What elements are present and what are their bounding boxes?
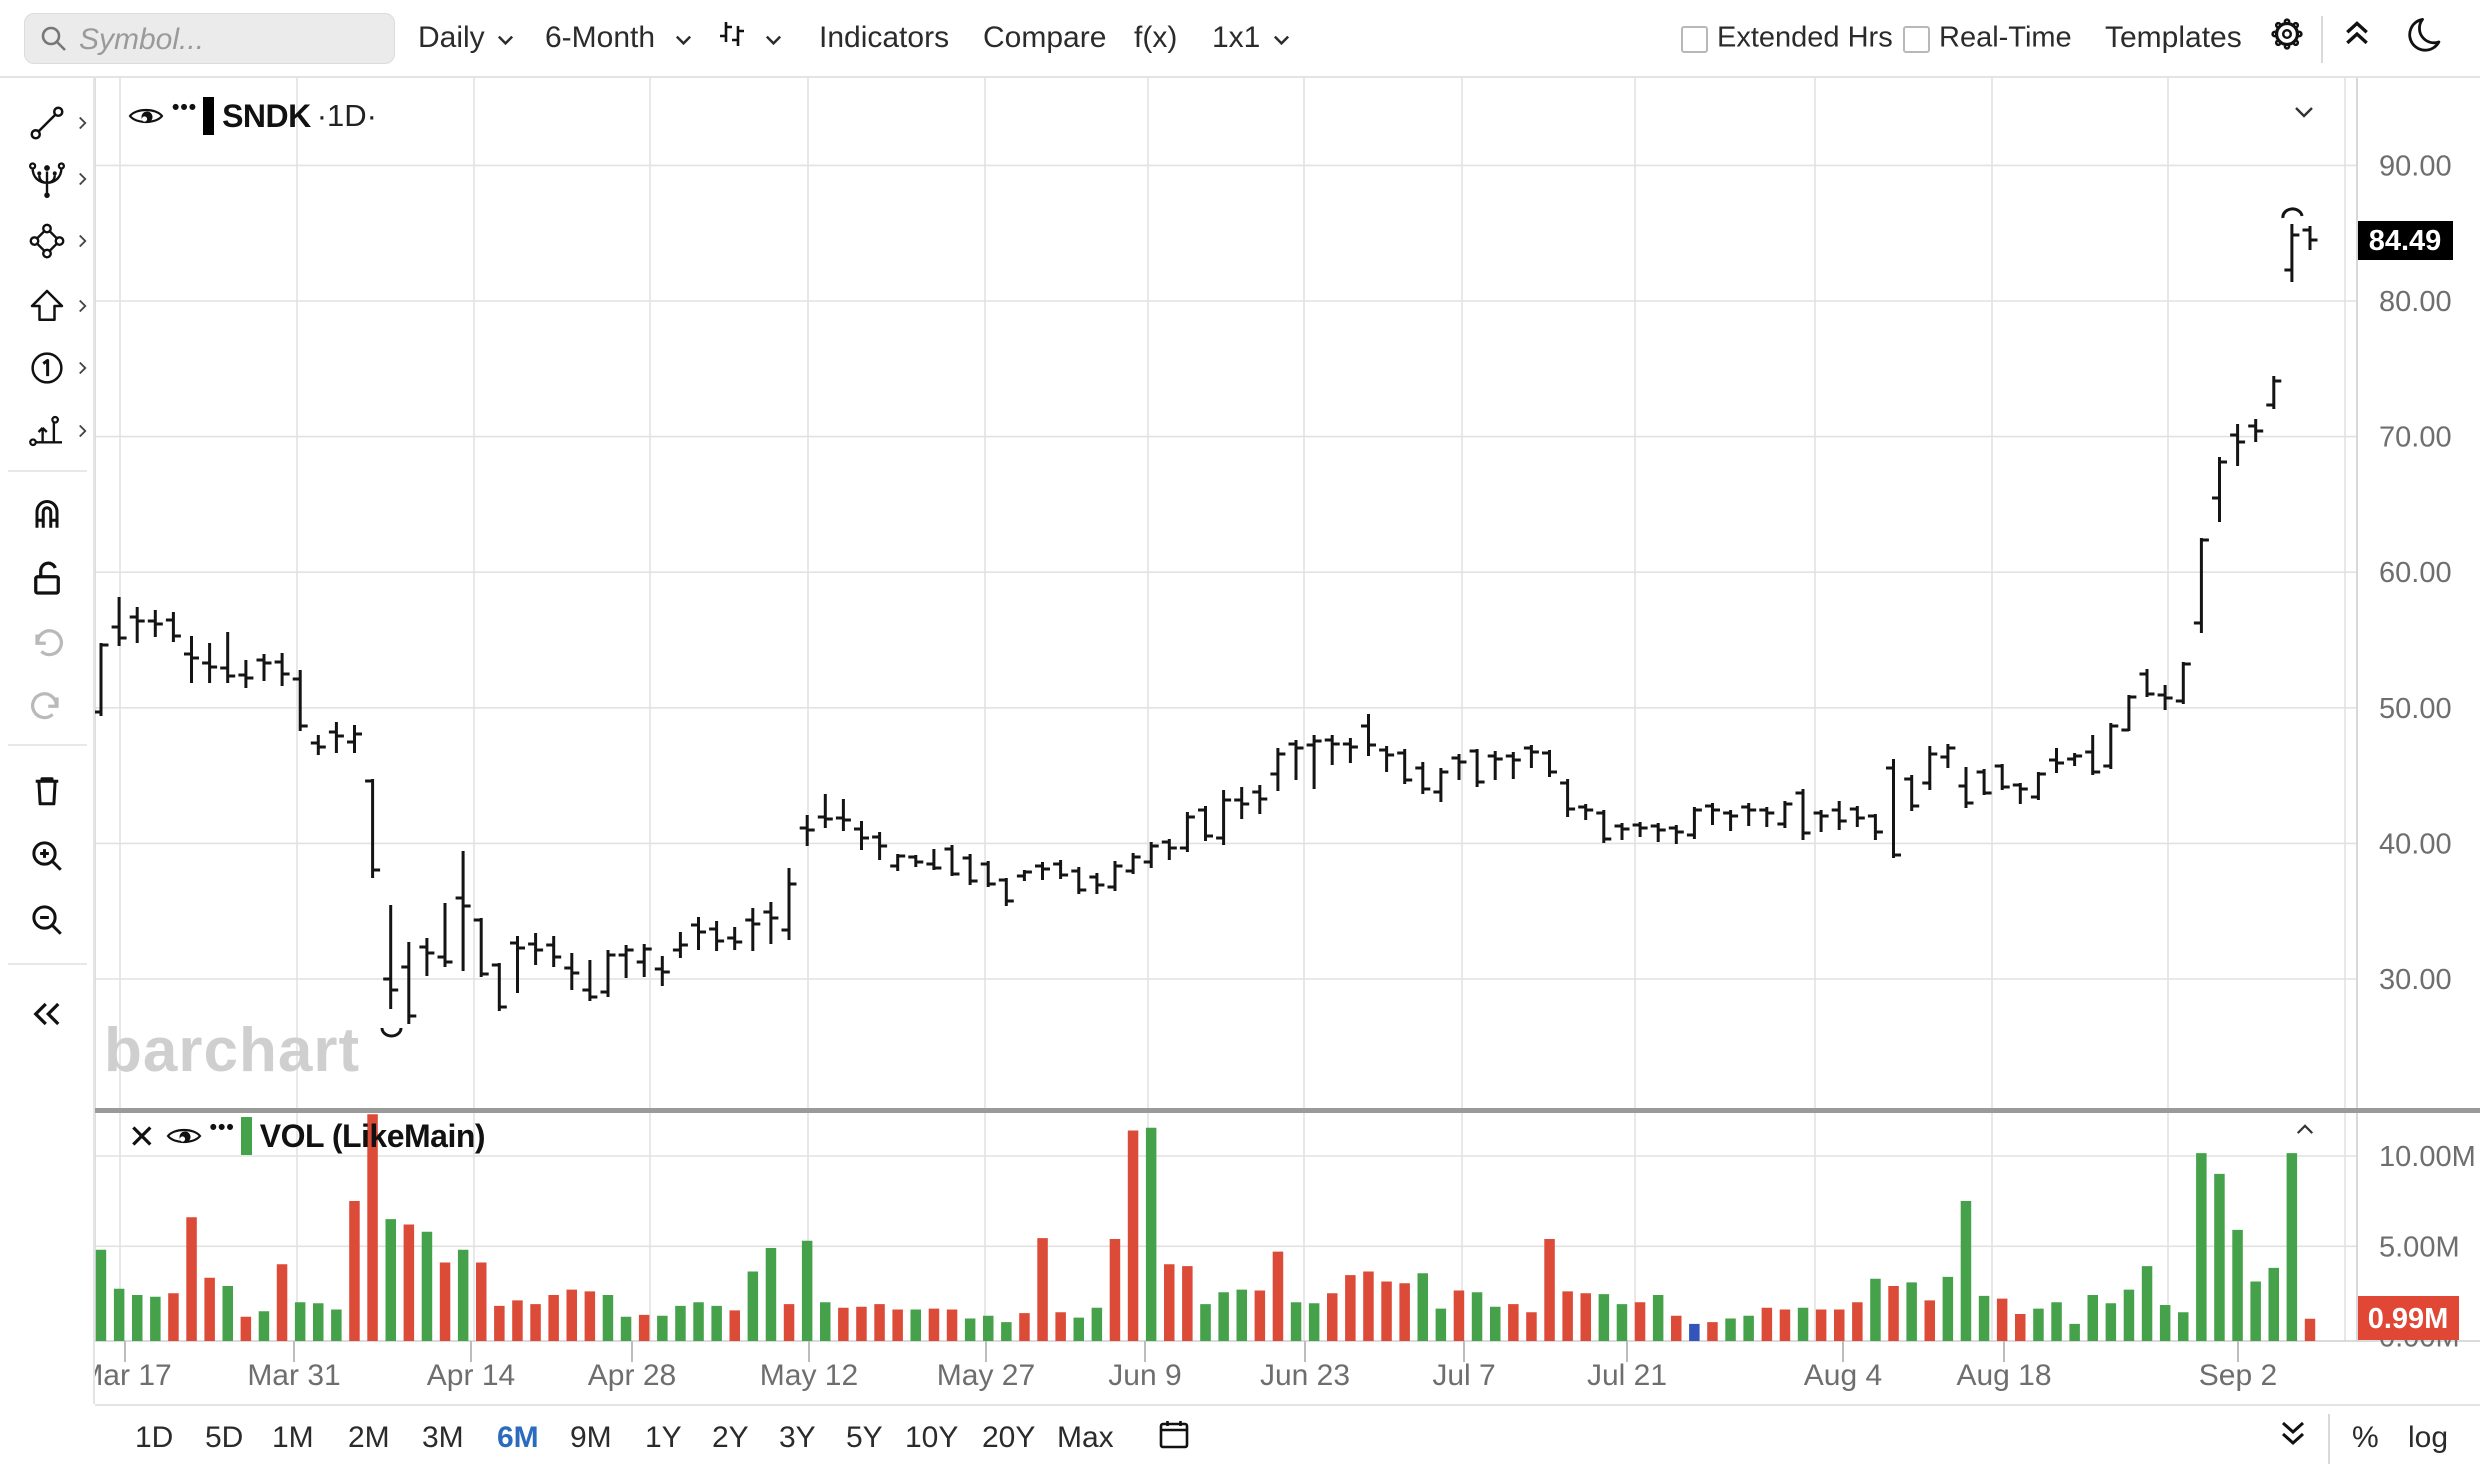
svg-text:Aug 18: Aug 18: [1956, 1359, 2051, 1392]
svg-text:50.00: 50.00: [2379, 693, 2452, 725]
svg-text:0.99M: 0.99M: [2368, 1303, 2449, 1335]
svg-text:barchart: barchart: [104, 1016, 360, 1085]
svg-text:Aug 4: Aug 4: [1804, 1359, 1882, 1392]
svg-text:Jul 21: Jul 21: [1587, 1359, 1667, 1392]
svg-text:Apr 28: Apr 28: [588, 1359, 676, 1392]
svg-text:Apr 14: Apr 14: [427, 1359, 515, 1392]
svg-text:Jun 23: Jun 23: [1260, 1359, 1350, 1392]
svg-text:Sep 2: Sep 2: [2199, 1359, 2277, 1392]
svg-text:60.00: 60.00: [2379, 557, 2452, 589]
svg-text:5.00M: 5.00M: [2379, 1231, 2460, 1263]
svg-text:Jul 7: Jul 7: [1432, 1359, 1495, 1392]
svg-text:70.00: 70.00: [2379, 422, 2452, 454]
svg-text:84.49: 84.49: [2369, 225, 2442, 257]
svg-text:Mar 31: Mar 31: [247, 1359, 340, 1392]
svg-text:90.00: 90.00: [2379, 150, 2452, 182]
svg-text:10.00M: 10.00M: [2379, 1141, 2476, 1173]
svg-text:80.00: 80.00: [2379, 286, 2452, 318]
svg-text:30.00: 30.00: [2379, 964, 2452, 996]
svg-text:Jun 9: Jun 9: [1108, 1359, 1181, 1392]
svg-text:May 27: May 27: [937, 1359, 1035, 1392]
svg-text:May 12: May 12: [760, 1359, 858, 1392]
svg-text:40.00: 40.00: [2379, 828, 2452, 860]
